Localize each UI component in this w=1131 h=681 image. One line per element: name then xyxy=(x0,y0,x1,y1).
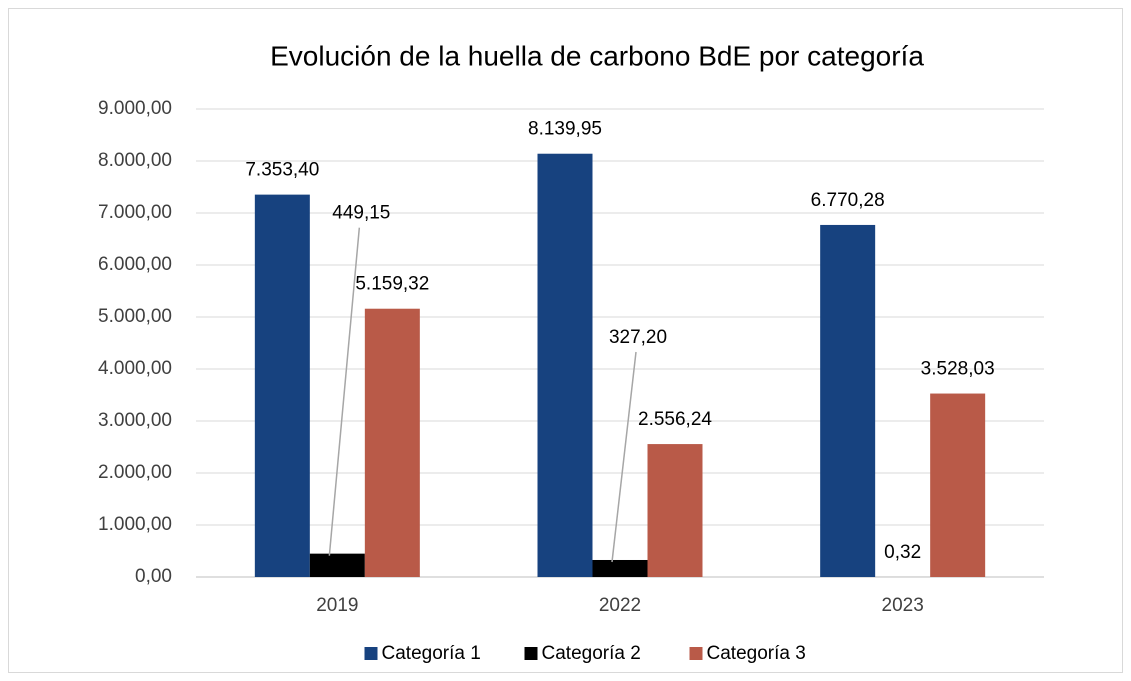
legend-swatch xyxy=(364,647,378,660)
bar xyxy=(537,153,593,577)
y-tick-label: 1.000,00 xyxy=(98,514,172,535)
y-tick-label: 4.000,00 xyxy=(98,358,172,379)
leader-line xyxy=(328,227,361,556)
x-tick-label: 2019 xyxy=(316,595,358,616)
legend-swatch xyxy=(689,647,703,660)
value-label: 5.159,32 xyxy=(355,274,429,295)
value-label: 449,15 xyxy=(332,203,390,224)
bar xyxy=(309,553,365,577)
legend-swatch xyxy=(524,647,538,660)
bar xyxy=(647,444,703,577)
x-tick-label: 2023 xyxy=(882,595,924,616)
x-tick-label: 2022 xyxy=(599,595,641,616)
leader-line xyxy=(611,351,637,563)
y-tick-label: 0,00 xyxy=(135,566,172,587)
bar xyxy=(254,194,310,577)
legend-label: Categoría 2 xyxy=(542,643,641,664)
bar xyxy=(592,559,648,577)
value-label: 0,32 xyxy=(884,542,921,563)
y-tick-label: 3.000,00 xyxy=(98,410,172,431)
value-label: 8.139,95 xyxy=(528,119,602,140)
legend-label: Categoría 3 xyxy=(707,643,806,664)
chart-title: Evolución de la huella de carbono BdE po… xyxy=(270,40,924,71)
y-tick-label: 5.000,00 xyxy=(98,306,172,327)
y-tick-label: 7.000,00 xyxy=(98,202,172,223)
value-label: 6.770,28 xyxy=(811,190,885,211)
bar xyxy=(820,224,876,577)
value-label: 327,20 xyxy=(609,327,667,348)
value-label: 2.556,24 xyxy=(638,409,712,430)
bar xyxy=(364,308,420,577)
value-label: 7.353,40 xyxy=(245,160,319,181)
legend-label: Categoría 1 xyxy=(382,643,481,664)
y-tick-label: 9.000,00 xyxy=(98,98,172,119)
y-tick-label: 8.000,00 xyxy=(98,150,172,171)
y-tick-label: 2.000,00 xyxy=(98,462,172,483)
value-label: 3.528,03 xyxy=(921,359,995,380)
bar xyxy=(930,393,986,577)
y-tick-label: 6.000,00 xyxy=(98,254,172,275)
